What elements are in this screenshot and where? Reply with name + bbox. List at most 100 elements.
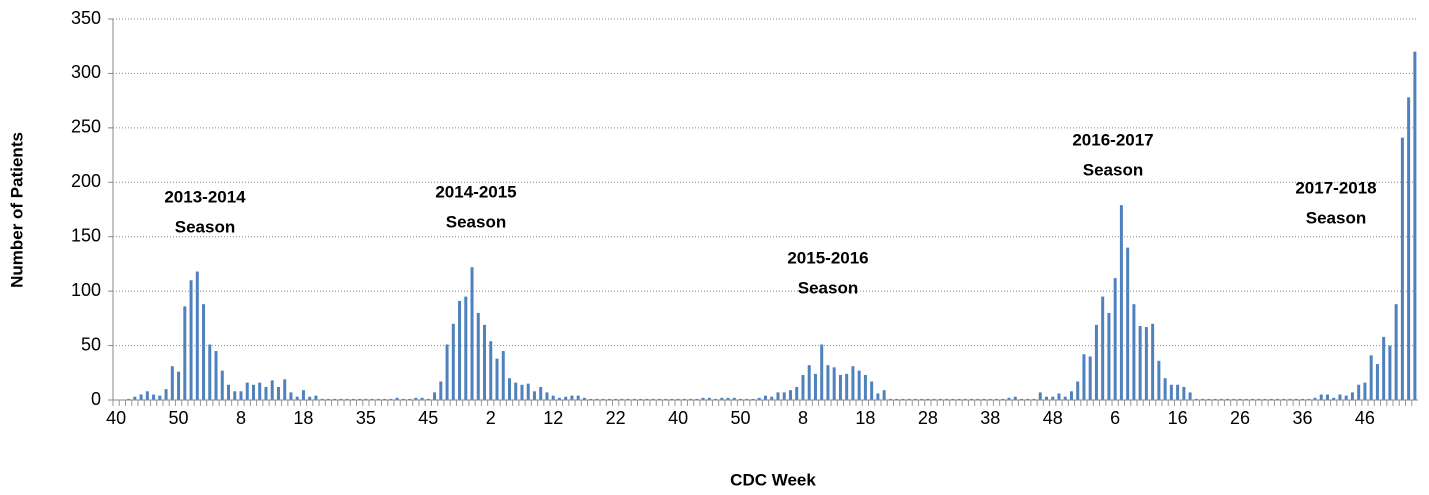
- bar: [301, 390, 305, 400]
- bar: [632, 398, 636, 400]
- bar: [1038, 392, 1042, 400]
- bar: [645, 398, 649, 400]
- bar: [345, 398, 349, 400]
- bar: [127, 398, 131, 400]
- bar: [1319, 394, 1323, 400]
- y-tick-label: 50: [81, 334, 101, 354]
- bar: [339, 398, 343, 400]
- bar: [988, 398, 992, 400]
- bar: [264, 386, 268, 400]
- annotation: Season: [446, 212, 506, 231]
- bar: [551, 395, 555, 400]
- bar: [227, 384, 231, 400]
- bar: [539, 386, 543, 400]
- bar: [1088, 356, 1092, 400]
- bar: [1051, 396, 1055, 400]
- bar: [995, 398, 999, 400]
- bar: [1394, 304, 1398, 400]
- bar: [670, 398, 674, 400]
- bar: [589, 398, 593, 400]
- x-tick-label: 50: [731, 408, 751, 428]
- x-tick-label: 8: [798, 408, 808, 428]
- bar: [495, 358, 499, 400]
- bar: [283, 379, 287, 400]
- bar: [326, 398, 330, 400]
- bar: [1020, 398, 1024, 400]
- bar: [895, 398, 899, 400]
- bar: [276, 386, 280, 400]
- bar: [970, 398, 974, 400]
- bar: [1044, 396, 1048, 400]
- bar: [507, 378, 511, 400]
- bar: [545, 392, 549, 400]
- x-tick-label: 46: [1355, 408, 1375, 428]
- y-tick-label: 250: [71, 117, 101, 137]
- bar: [607, 398, 611, 400]
- bar: [595, 398, 599, 400]
- bar: [557, 397, 561, 400]
- bar: [845, 373, 849, 400]
- x-tick-label: 18: [855, 408, 875, 428]
- bar: [757, 397, 761, 400]
- x-tick-label: 22: [606, 408, 626, 428]
- bar: [208, 344, 212, 400]
- bar: [1007, 397, 1011, 400]
- bar: [370, 398, 374, 400]
- bar: [1232, 398, 1236, 400]
- bar: [876, 393, 880, 400]
- annotation: 2014-2015: [435, 182, 516, 201]
- bar: [620, 398, 624, 400]
- bar: [1263, 398, 1267, 400]
- bar: [1163, 378, 1167, 400]
- bar: [314, 395, 318, 400]
- bar: [470, 267, 474, 400]
- bar: [433, 392, 437, 400]
- x-tick-label: 50: [169, 408, 189, 428]
- bar: [826, 365, 830, 400]
- bar: [1126, 247, 1130, 400]
- bar: [1357, 384, 1361, 400]
- bar: [1176, 384, 1180, 400]
- bar: [139, 394, 143, 400]
- x-axis-title: CDC Week: [730, 470, 816, 489]
- bar: [751, 398, 755, 400]
- bar: [489, 341, 493, 400]
- bar: [233, 391, 237, 400]
- bar: [1169, 384, 1173, 400]
- bar: [1307, 398, 1311, 400]
- bar: [882, 390, 886, 400]
- bar: [801, 374, 805, 400]
- bar: [1101, 296, 1105, 400]
- bar: [1363, 382, 1367, 400]
- bar: [414, 397, 418, 400]
- bar: [601, 398, 605, 400]
- bar: [295, 396, 299, 400]
- x-tick-label: 35: [356, 408, 376, 428]
- bar: [1407, 97, 1411, 401]
- bar: [1213, 398, 1217, 400]
- bar: [177, 371, 181, 400]
- bar: [1151, 323, 1155, 400]
- y-tick-label: 300: [71, 62, 101, 82]
- bar: [270, 380, 274, 400]
- x-tick-label: 18: [293, 408, 313, 428]
- bar: [1107, 312, 1111, 400]
- bar: [239, 391, 243, 400]
- bar: [788, 390, 792, 400]
- bar: [520, 384, 524, 400]
- bar: [770, 396, 774, 400]
- bar: [739, 398, 743, 400]
- bar: [1201, 398, 1205, 400]
- bar: [982, 398, 986, 400]
- bar: [689, 398, 693, 400]
- bar: [364, 398, 368, 400]
- bar: [951, 398, 955, 400]
- bar: [1350, 392, 1354, 400]
- bar: [926, 398, 930, 400]
- bar: [920, 398, 924, 400]
- bar: [439, 381, 443, 400]
- x-tick-label: 2: [486, 408, 496, 428]
- bar: [639, 398, 643, 400]
